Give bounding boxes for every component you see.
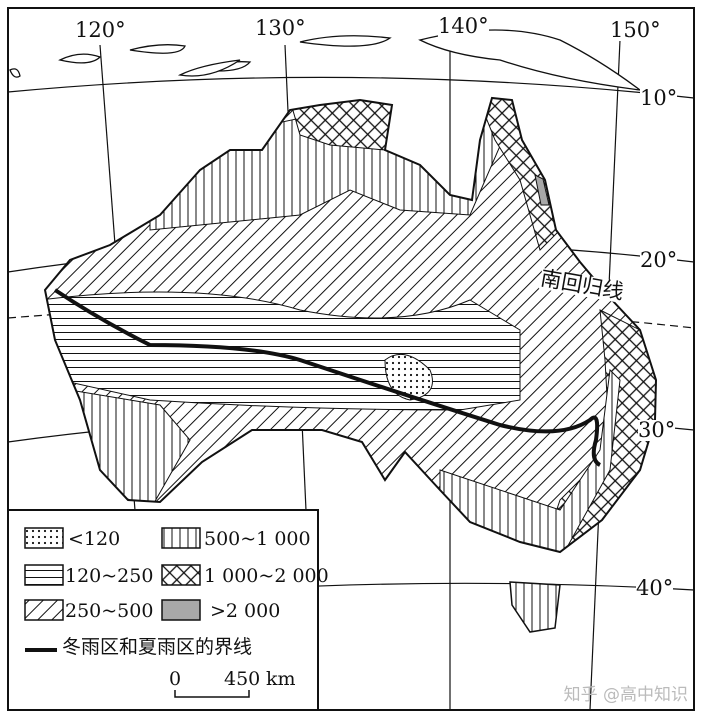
legend-label-crosshatch: 1 000~2 000 xyxy=(204,565,329,587)
legend-label-diagonal: 250~500 xyxy=(65,600,154,622)
legend-label-dots: <120 xyxy=(68,528,121,550)
legend-boundary-label: 冬雨区和夏雨区的界线 xyxy=(62,636,253,658)
longitude-140: 140° xyxy=(438,14,489,38)
tasmania xyxy=(509,581,561,633)
longitude-130: 130° xyxy=(255,16,306,40)
scale-zero: 0 xyxy=(169,668,182,690)
scale-value: 450 xyxy=(224,668,261,690)
longitude-120: 120° xyxy=(75,18,126,42)
longitude-150: 150° xyxy=(610,18,661,42)
legend-label-gray: >2 000 xyxy=(210,600,281,622)
latitude-40: 40° xyxy=(636,576,674,600)
legend-label-horizontal: 120~250 xyxy=(65,565,154,587)
latitude-20: 20° xyxy=(640,248,678,272)
scale-unit: km xyxy=(266,668,296,690)
watermark: 知乎 @高中知识 xyxy=(563,685,688,705)
latitude-10: 10° xyxy=(640,86,678,110)
latitude-30: 30° xyxy=(638,418,676,442)
rain-boundary-line xyxy=(53,288,602,467)
legend-swatches xyxy=(24,527,250,698)
islands xyxy=(9,29,643,91)
legend-label-vertical: 500~1 000 xyxy=(204,528,311,550)
